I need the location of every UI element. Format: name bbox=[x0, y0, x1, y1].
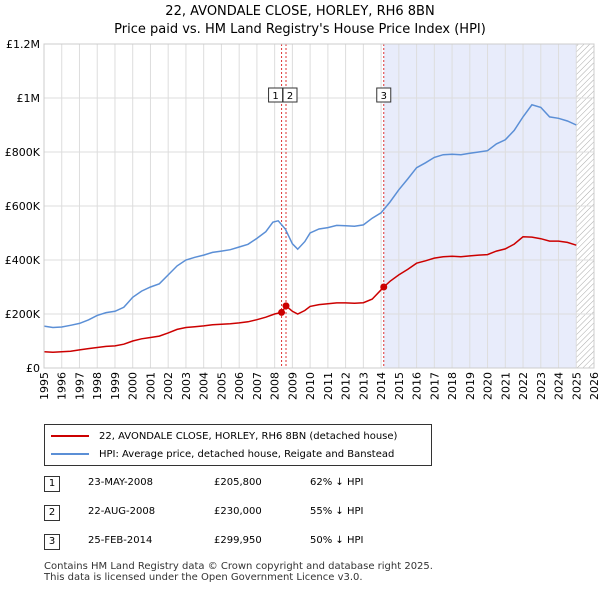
sale-price: £205,800 bbox=[214, 477, 262, 488]
x-tick-label: 2016 bbox=[411, 372, 424, 400]
x-tick-label: 2005 bbox=[215, 372, 228, 400]
x-tick-label: 1996 bbox=[56, 372, 69, 400]
x-tick-label: 2017 bbox=[428, 372, 441, 400]
sale-hpi-diff: 55% ↓ HPI bbox=[310, 506, 364, 517]
hpi-series-line bbox=[43, 103, 577, 329]
x-tick-label: 2013 bbox=[357, 372, 370, 400]
x-tick-label: 1999 bbox=[109, 372, 122, 400]
x-tick-label: 1997 bbox=[73, 372, 86, 400]
sale-number-badge: 1 bbox=[44, 476, 60, 492]
footer-license: This data is licensed under the Open Gov… bbox=[44, 572, 363, 583]
x-tick-label: 2002 bbox=[162, 372, 175, 400]
x-tick-label: 2008 bbox=[269, 372, 282, 400]
property-series-line bbox=[43, 236, 577, 354]
x-tick-label: 2012 bbox=[340, 372, 353, 400]
footer-copyright: Contains HM Land Registry data © Crown c… bbox=[44, 561, 433, 572]
plot-border bbox=[43, 43, 595, 369]
legend-item-property: 22, AVONDALE CLOSE, HORLEY, RH6 8BN (det… bbox=[51, 428, 397, 444]
y-tick-label: £1M bbox=[17, 92, 41, 105]
x-tick-label: 2020 bbox=[482, 372, 495, 400]
x-tick-label: 2003 bbox=[180, 372, 193, 400]
sale-price: £230,000 bbox=[214, 506, 262, 517]
legend-swatch-hpi bbox=[51, 453, 89, 455]
sale-label-box bbox=[376, 87, 392, 103]
x-tick-label: 2007 bbox=[251, 372, 264, 400]
sale-point bbox=[380, 283, 388, 291]
x-tick-label: 2021 bbox=[499, 372, 512, 400]
x-tick-label: 2004 bbox=[198, 372, 211, 400]
legend-swatch-property bbox=[51, 435, 89, 437]
footer: Contains HM Land Registry data © Crown c… bbox=[44, 561, 433, 583]
x-tick-label: 2014 bbox=[375, 372, 388, 400]
x-tick-label: 2010 bbox=[304, 372, 317, 400]
y-tick-label: £800K bbox=[5, 146, 41, 159]
sale-hpi-diff: 50% ↓ HPI bbox=[310, 535, 364, 546]
sale-point bbox=[282, 302, 290, 310]
legend: 22, AVONDALE CLOSE, HORLEY, RH6 8BN (det… bbox=[44, 424, 432, 466]
x-tick-label: 1995 bbox=[38, 372, 51, 400]
x-tick-label: 2024 bbox=[553, 372, 566, 400]
sale-date: 25-FEB-2014 bbox=[88, 535, 153, 546]
price-chart: 1 2 3 £0 £200K £400K £600K £800K £1M £1.2M 1995 199… bbox=[5, 38, 600, 400]
sale-date: 22-AUG-2008 bbox=[88, 506, 156, 517]
y-tick-label: £1.2M bbox=[6, 38, 40, 51]
sale-label-text: 1 bbox=[272, 91, 278, 102]
x-tick-label: 2000 bbox=[127, 372, 140, 400]
chart-title: 22, AVONDALE CLOSE, HORLEY, RH6 8BN bbox=[165, 4, 435, 19]
x-tick-label: 2023 bbox=[535, 372, 548, 400]
x-tick-label: 2019 bbox=[464, 372, 477, 400]
sale-label-box bbox=[282, 87, 298, 103]
sale-date: 23-MAY-2008 bbox=[88, 477, 154, 488]
x-tick-label: 2001 bbox=[144, 372, 157, 400]
legend-label-property: 22, AVONDALE CLOSE, HORLEY, RH6 8BN (det… bbox=[99, 430, 398, 442]
x-tick-label: 2018 bbox=[446, 372, 459, 400]
x-tick-label: 2026 bbox=[588, 372, 600, 400]
sale-label-text: 3 bbox=[381, 91, 387, 102]
x-tick-label: 2025 bbox=[570, 372, 583, 400]
sales-table: 1 23-MAY-2008 £205,800 62% ↓ HPI 2 22-AU… bbox=[44, 472, 600, 559]
y-tick-label: £400K bbox=[5, 254, 41, 267]
legend-item-hpi: HPI: Average price, detached house, Reig… bbox=[51, 446, 394, 462]
sale-label-text: 2 bbox=[287, 91, 293, 102]
x-tick-label: 2011 bbox=[322, 372, 335, 400]
table-row: 3 25-FEB-2014 £299,950 50% ↓ HPI bbox=[44, 530, 600, 559]
y-tick-label: £0 bbox=[26, 362, 40, 375]
chart-subtitle: Price paid vs. HM Land Registry's House … bbox=[114, 22, 486, 37]
x-tick-label: 2009 bbox=[286, 372, 299, 400]
x-tick-label: 1998 bbox=[91, 372, 104, 400]
x-tick-label: 2022 bbox=[517, 372, 530, 400]
y-tick-label: £600K bbox=[5, 200, 41, 213]
table-row: 1 23-MAY-2008 £205,800 62% ↓ HPI bbox=[44, 472, 600, 501]
sale-number-badge: 2 bbox=[44, 505, 60, 521]
legend-label-hpi: HPI: Average price, detached house, Reig… bbox=[99, 448, 395, 460]
sale-hpi-diff: 62% ↓ HPI bbox=[310, 477, 364, 488]
x-tick-label: 2015 bbox=[393, 372, 406, 400]
sale-point bbox=[278, 308, 286, 316]
table-row: 2 22-AUG-2008 £230,000 55% ↓ HPI bbox=[44, 501, 600, 530]
x-tick-label: 2006 bbox=[233, 372, 246, 400]
y-tick-label: £200K bbox=[5, 308, 41, 321]
sale-price: £299,950 bbox=[214, 535, 262, 546]
sale-number-badge: 3 bbox=[44, 534, 60, 550]
